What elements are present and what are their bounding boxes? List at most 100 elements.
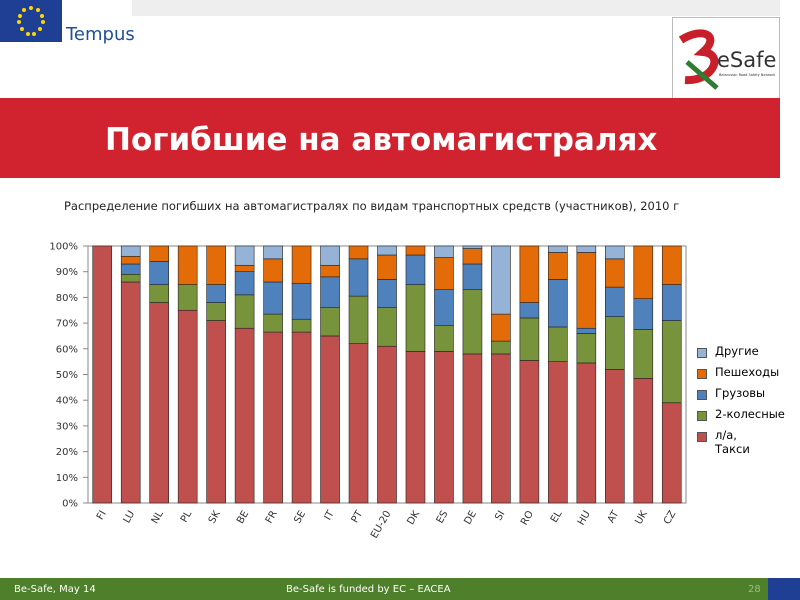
- page-number: 28: [748, 584, 761, 595]
- x-tick-label: BE: [235, 509, 251, 526]
- bar-segment: [434, 245, 454, 258]
- tempus-logo: Tempus: [66, 24, 135, 45]
- bar-segment: [291, 318, 312, 333]
- bar-segment: [291, 245, 312, 284]
- bar-segment: [519, 302, 540, 319]
- y-tick-label: 50%: [56, 370, 78, 381]
- bar-segment: [234, 245, 255, 266]
- y-tick-label: 40%: [56, 396, 78, 407]
- legend-label: 2-колесные: [715, 407, 785, 421]
- bar-segment: [177, 309, 198, 504]
- footer-flag: [768, 578, 800, 600]
- bar-segment: [434, 351, 454, 504]
- y-tick-label: 30%: [56, 421, 78, 432]
- y-tick-label: 80%: [56, 293, 78, 304]
- bar-segment: [348, 258, 369, 297]
- bar-segment: [377, 254, 397, 280]
- legend-label: Пешеходы: [715, 365, 780, 379]
- legend-item: Грузовы: [697, 386, 800, 400]
- legend: Другие Пешеходы Грузовы 2-колесные л/а, Такс…: [697, 344, 800, 463]
- legend-label: Грузовы: [715, 386, 766, 400]
- x-tick-label: NL: [150, 509, 166, 526]
- bar-segment: [206, 284, 226, 303]
- bar-segment: [206, 302, 226, 321]
- bar-segment: [149, 284, 169, 303]
- bar-segment: [605, 316, 625, 370]
- bar-segment: [519, 245, 540, 303]
- bar-segment: [405, 254, 426, 285]
- x-tick-label: DK: [405, 509, 422, 527]
- chart-title: Распределение погибших на автомагистраля…: [64, 199, 680, 213]
- bar-segment: [576, 327, 597, 334]
- title-banner: [0, 98, 780, 178]
- bar-segment: [405, 351, 426, 504]
- esafe-logo: eSafe Belarusian Road Safety Network: [672, 17, 780, 99]
- legend-swatch: [697, 390, 707, 400]
- bar-segment: [320, 335, 340, 504]
- bar-segment: [576, 245, 597, 253]
- bar-segment: [491, 313, 511, 342]
- bar-segment: [263, 313, 283, 333]
- bar-segment: [320, 276, 340, 308]
- bar-segment: [462, 245, 483, 249]
- bar-segment: [320, 245, 340, 266]
- bar-segment: [661, 320, 682, 404]
- bar-segment: [576, 252, 597, 329]
- bar-segment: [120, 263, 141, 275]
- bar-segment: [462, 248, 483, 265]
- bar-segment: [120, 255, 141, 265]
- bar-segment: [348, 295, 369, 344]
- x-tick-label: SK: [207, 509, 223, 526]
- bar-segment: [661, 245, 682, 285]
- x-tick-label: LU: [122, 509, 138, 525]
- bar-segment: [206, 320, 226, 504]
- bar-segment: [519, 360, 540, 504]
- bar-segment: [377, 279, 397, 308]
- bar-segment: [377, 307, 397, 347]
- legend-item: 2-колесные: [697, 407, 800, 421]
- bar-segment: [234, 271, 255, 296]
- top-band: [132, 0, 780, 16]
- bar-segment: [120, 245, 141, 257]
- bar-segment: [263, 245, 283, 260]
- x-tick-label: EL: [549, 509, 565, 525]
- bar-segment: [377, 345, 397, 504]
- bar-segment: [576, 333, 597, 364]
- bar-segment: [548, 326, 568, 362]
- footer-center: Be-Safe is funded by EC – EACEA: [286, 584, 451, 595]
- x-tick-label: DE: [462, 509, 479, 527]
- x-tick-label: RO: [519, 509, 536, 527]
- bar-segment: [434, 289, 454, 326]
- footer: Be-Safe, May 14 Be-Safe is funded by EC …: [0, 578, 800, 600]
- esafe-mark: [678, 29, 719, 90]
- x-tick-label: FR: [264, 509, 280, 526]
- bar-segment: [263, 281, 283, 315]
- bar-segment: [462, 353, 483, 504]
- legend-item: Другие: [697, 344, 800, 358]
- bar-segment: [234, 294, 255, 329]
- bar-segment: [263, 331, 283, 504]
- x-tick-label: HU: [576, 509, 593, 527]
- esafe-name: eSafe: [717, 48, 777, 72]
- bar-segment: [291, 331, 312, 504]
- bar-segment: [548, 252, 568, 280]
- legend-swatch: [697, 348, 707, 358]
- bar-segment: [661, 284, 682, 321]
- bar-segment: [576, 362, 597, 504]
- bar-segment: [519, 317, 540, 361]
- bar-segment: [320, 264, 340, 278]
- y-tick-label: 60%: [56, 344, 78, 355]
- bar-segment: [177, 245, 198, 285]
- bar-segment: [92, 245, 113, 504]
- y-tick-label: 100%: [49, 242, 78, 253]
- legend-swatch: [697, 432, 707, 442]
- legend-swatch: [697, 411, 707, 421]
- bar-segment: [548, 361, 568, 504]
- x-tick-label: SE: [292, 509, 308, 525]
- bar-segment: [633, 378, 654, 504]
- bar-segment: [633, 298, 654, 330]
- x-tick-label: CZ: [662, 509, 679, 527]
- bar-segment: [462, 263, 483, 290]
- bar-segment: [149, 261, 169, 285]
